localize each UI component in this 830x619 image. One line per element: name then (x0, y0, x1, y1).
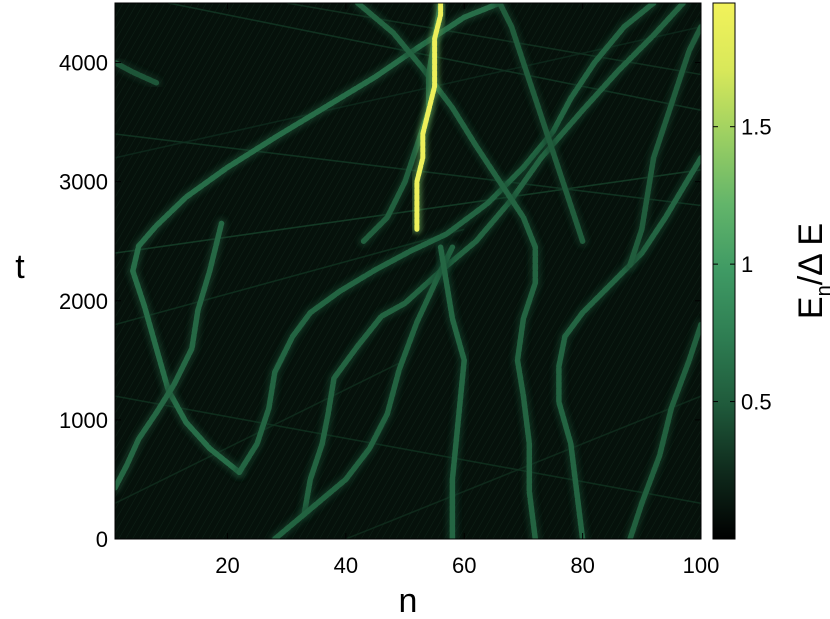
track-C-core (236, 3, 657, 476)
track-S (412, 3, 446, 234)
faint-streak-5 (115, 395, 701, 505)
x-axis-label: n (399, 582, 418, 619)
y-tick-label-2000: 2000 (59, 289, 108, 314)
track-I-core (627, 321, 701, 539)
svg-text:En/Δ E: En/Δ E (792, 223, 830, 319)
track-B-core (115, 220, 225, 491)
faint-streak-4 (115, 228, 465, 326)
x-axis-ticks: 20 40 60 80 100 (215, 3, 719, 578)
y-tick-label-1000: 1000 (59, 408, 108, 433)
energy-tracks (115, 3, 701, 539)
track-I (624, 319, 701, 539)
y-tick-label-3000: 3000 (59, 170, 108, 195)
x-tick-label-20: 20 (215, 553, 239, 578)
track-E (269, 241, 458, 539)
track-H-core (556, 155, 701, 539)
track-E-core (272, 244, 456, 539)
colorbar-label-main: E (792, 296, 830, 319)
colorbar: 0.5 1 1.5 En/Δ E (712, 2, 830, 540)
track-B (115, 217, 227, 494)
colorbar-ticks: 0.5 1 1.5 (713, 115, 772, 415)
faint-streak-7 (345, 395, 701, 539)
track-M-core (115, 59, 160, 86)
track-L-core (627, 24, 701, 268)
track-C (233, 3, 660, 478)
track-A (127, 3, 506, 478)
track-K (494, 3, 589, 247)
track-F (435, 241, 470, 539)
cb-tick-label-1.5: 1.5 (741, 115, 772, 140)
y-tick-label-0: 0 (96, 527, 108, 552)
y-axis-label: t (15, 248, 25, 286)
colorbar-gradient (712, 2, 736, 540)
track-M (115, 57, 162, 89)
colorbar-label: En/Δ E (792, 223, 830, 319)
track-F-core (437, 244, 467, 539)
y-axis-ticks: 0 1000 2000 3000 4000 (59, 51, 701, 552)
cb-tick-label-1: 1 (741, 252, 753, 277)
colorbar-label-sub: n (813, 285, 830, 296)
colorbar-label-rest: /Δ E (792, 223, 830, 285)
plot-area (114, 2, 702, 540)
x-tick-label-40: 40 (334, 553, 358, 578)
track-D (298, 3, 689, 519)
x-tick-label-100: 100 (683, 553, 720, 578)
cb-tick-label-0.5: 0.5 (741, 390, 772, 415)
plot-frame (114, 2, 702, 540)
x-tick-label-80: 80 (570, 553, 594, 578)
x-tick-label-60: 60 (452, 553, 476, 578)
track-H (553, 152, 701, 539)
track-A-core (130, 3, 503, 476)
track-D-core (301, 3, 686, 516)
track-K-core (496, 3, 586, 244)
y-tick-label-4000: 4000 (59, 51, 108, 76)
track-L (624, 21, 701, 271)
track-S-core (414, 3, 444, 232)
